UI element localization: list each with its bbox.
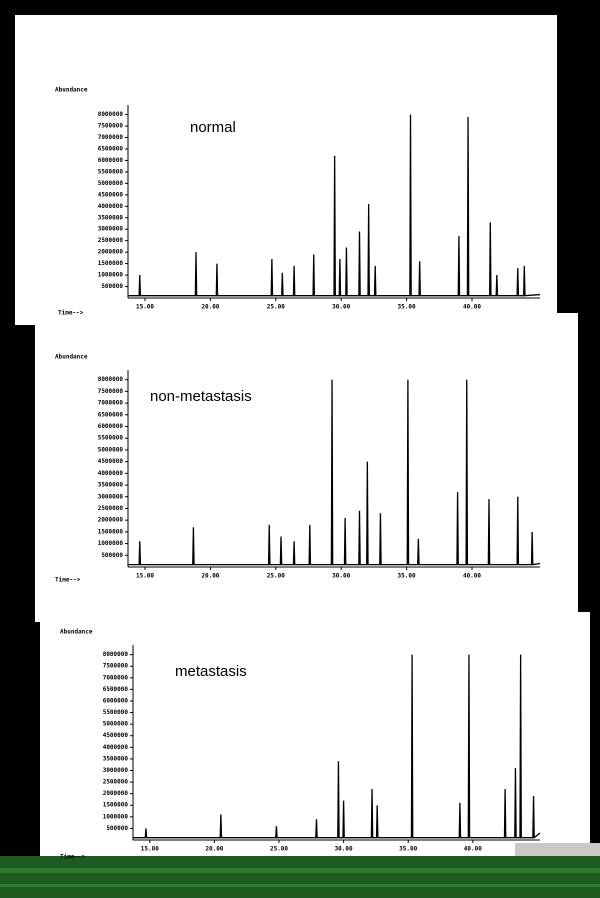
y-tick-label: 3000000 bbox=[103, 767, 129, 774]
y-tick-label: 2000000 bbox=[98, 249, 124, 256]
x-tick-label: 15.00 bbox=[136, 573, 154, 580]
y-tick-label: 5000000 bbox=[98, 446, 124, 453]
y-tick-label: 5500000 bbox=[103, 709, 129, 716]
chromatogram-line bbox=[128, 379, 541, 566]
x-tick-label: 40.00 bbox=[464, 846, 482, 853]
footer-stripe bbox=[0, 868, 600, 873]
x-tick-label: 25.00 bbox=[270, 846, 288, 853]
chart-title: non-metastasis bbox=[150, 388, 252, 405]
y-tick-label: 3000000 bbox=[98, 226, 124, 233]
y-tick-label: 6000000 bbox=[98, 423, 124, 430]
y-tick-label: 6500000 bbox=[98, 145, 124, 152]
y-tick-label: 8000000 bbox=[98, 111, 124, 118]
blur-patch bbox=[515, 843, 600, 857]
x-tick-label: 25.00 bbox=[267, 304, 285, 311]
x-tick-label: 35.00 bbox=[398, 304, 416, 311]
y-tick-label: 7000000 bbox=[98, 400, 124, 407]
y-tick-label: 4500000 bbox=[103, 732, 129, 739]
y-tick-label: 3500000 bbox=[103, 755, 129, 762]
x-tick-label: 30.00 bbox=[332, 573, 350, 580]
footer-bar bbox=[0, 856, 600, 898]
y-tick-label: 3500000 bbox=[98, 214, 124, 221]
y-tick-label: 4000000 bbox=[103, 744, 129, 751]
y-tick-label: 1000000 bbox=[103, 813, 129, 820]
y-tick-label: 4000000 bbox=[98, 470, 124, 477]
y-tick-label: 6000000 bbox=[103, 697, 129, 704]
y-tick-label: 7000000 bbox=[98, 134, 124, 141]
y-tick-label: 500000 bbox=[101, 552, 123, 559]
y-tick-label: 4500000 bbox=[98, 458, 124, 465]
y-tick-label: 500000 bbox=[101, 283, 123, 290]
y-tick-label: 4000000 bbox=[98, 203, 124, 210]
y-tick-label: 2500000 bbox=[98, 237, 124, 244]
y-axis-label: Abundance bbox=[55, 354, 88, 361]
y-tick-label: 6500000 bbox=[98, 411, 124, 418]
y-tick-label: 500000 bbox=[106, 825, 128, 832]
y-tick-label: 5000000 bbox=[98, 180, 124, 187]
y-tick-label: 1000000 bbox=[98, 272, 124, 279]
y-tick-label: 5500000 bbox=[98, 435, 124, 442]
y-tick-label: 1000000 bbox=[98, 540, 124, 547]
x-tick-label: 15.00 bbox=[136, 304, 154, 311]
y-tick-label: 2500000 bbox=[103, 779, 129, 786]
x-tick-label: 35.00 bbox=[399, 846, 417, 853]
x-tick-label: 30.00 bbox=[332, 304, 350, 311]
y-tick-label: 2500000 bbox=[98, 505, 124, 512]
y-tick-label: 6000000 bbox=[98, 157, 124, 164]
chart-title: metastasis bbox=[175, 663, 247, 680]
x-tick-label: 30.00 bbox=[335, 846, 353, 853]
y-tick-label: 1500000 bbox=[103, 802, 129, 809]
chromatogram-line bbox=[133, 654, 541, 840]
y-tick-label: 7500000 bbox=[98, 123, 124, 130]
y-tick-label: 6500000 bbox=[103, 686, 129, 693]
chart: Abundance Time--> metastasis 500000 1000000 1… bbox=[60, 629, 541, 861]
x-tick-label: 35.00 bbox=[398, 573, 416, 580]
y-tick-label: 1500000 bbox=[98, 528, 124, 535]
y-axis-label: Abundance bbox=[55, 87, 88, 94]
x-tick-label: 25.00 bbox=[267, 573, 285, 580]
x-tick-label: 40.00 bbox=[463, 304, 481, 311]
y-tick-label: 8000000 bbox=[98, 376, 124, 383]
footer-stripe bbox=[0, 884, 600, 887]
x-tick-label: 20.00 bbox=[201, 573, 219, 580]
y-tick-label: 4500000 bbox=[98, 191, 124, 198]
x-tick-label: 20.00 bbox=[201, 304, 219, 311]
y-axis-label: Abundance bbox=[60, 629, 93, 636]
x-tick-label: 15.00 bbox=[141, 846, 159, 853]
y-tick-label: 5000000 bbox=[103, 721, 129, 728]
x-axis-label: Time--> bbox=[60, 854, 86, 861]
y-tick-label: 3500000 bbox=[98, 482, 124, 489]
panel bbox=[35, 313, 578, 622]
chromatogram-line bbox=[128, 114, 541, 297]
x-axis-label: Time--> bbox=[58, 310, 84, 317]
chart-title: normal bbox=[190, 119, 236, 136]
y-tick-label: 2000000 bbox=[98, 517, 124, 524]
y-tick-label: 2000000 bbox=[103, 790, 129, 797]
y-tick-label: 7000000 bbox=[103, 674, 129, 681]
y-tick-label: 7500000 bbox=[103, 663, 129, 670]
y-tick-label: 7500000 bbox=[98, 388, 124, 395]
panel bbox=[40, 612, 590, 862]
chart: Abundance Time--> normal 500000 1000000 15000… bbox=[55, 87, 541, 317]
panel bbox=[15, 15, 557, 325]
x-axis-label: Time--> bbox=[55, 577, 81, 584]
x-tick-label: 20.00 bbox=[205, 846, 223, 853]
chart: Abundance Time--> non-metastasis 500000 1000… bbox=[55, 354, 541, 584]
y-tick-label: 3000000 bbox=[98, 493, 124, 500]
y-tick-label: 8000000 bbox=[103, 651, 129, 658]
y-tick-label: 1500000 bbox=[98, 260, 124, 267]
y-tick-label: 5500000 bbox=[98, 168, 124, 175]
x-tick-label: 40.00 bbox=[463, 573, 481, 580]
